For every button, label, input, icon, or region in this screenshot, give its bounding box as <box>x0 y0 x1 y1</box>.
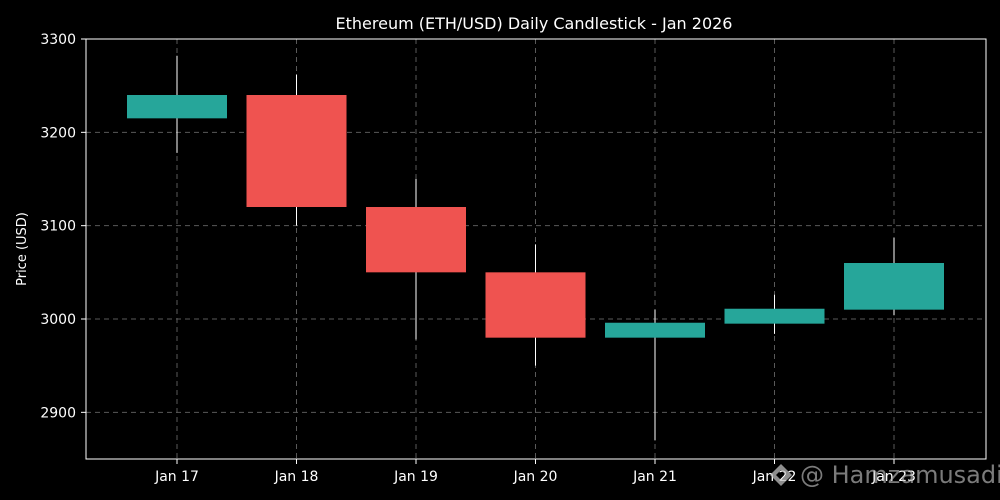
candle <box>844 237 944 316</box>
watermark-text: @ Hamzamusadi <box>800 461 1000 489</box>
candle <box>127 55 227 153</box>
candle-body-up <box>127 95 227 119</box>
x-tick-label: Jan 20 <box>513 469 558 485</box>
candle <box>724 294 825 334</box>
y-tick-label: 3000 <box>40 312 76 328</box>
candles <box>127 55 944 441</box>
x-tick-label: Jan 19 <box>393 469 438 485</box>
watermark: @ Hamzamusadi <box>770 461 1000 489</box>
candle-body-down <box>366 207 466 273</box>
chart-title: Ethereum (ETH/USD) Daily Candlestick - J… <box>336 14 733 33</box>
y-axis-label: Price (USD) <box>15 212 30 286</box>
candle <box>366 179 466 340</box>
candle-body-up <box>605 322 705 338</box>
binance-logo-icon <box>770 464 792 486</box>
candle-body-up <box>724 308 825 324</box>
y-tick-label: 3100 <box>40 219 76 235</box>
y-axis-ticks: 2900 3000 3100 3200 3300 <box>40 32 86 421</box>
x-tick-label: Jan 21 <box>632 469 677 485</box>
x-tick-label: Jan 18 <box>274 469 319 485</box>
plot-frame <box>85 38 987 460</box>
candle <box>246 74 347 226</box>
candle <box>485 244 586 366</box>
x-tick-label: Jan 23 <box>871 469 916 485</box>
candle <box>605 309 705 441</box>
y-tick-label: 3300 <box>40 32 76 48</box>
candle-body-up <box>844 263 944 310</box>
y-tick-label: 3200 <box>40 125 76 141</box>
x-tick-label: Jan 17 <box>154 469 199 485</box>
y-tick-label: 2900 <box>40 405 76 421</box>
candle-body-down <box>485 272 586 338</box>
candle-body-down <box>246 95 347 207</box>
